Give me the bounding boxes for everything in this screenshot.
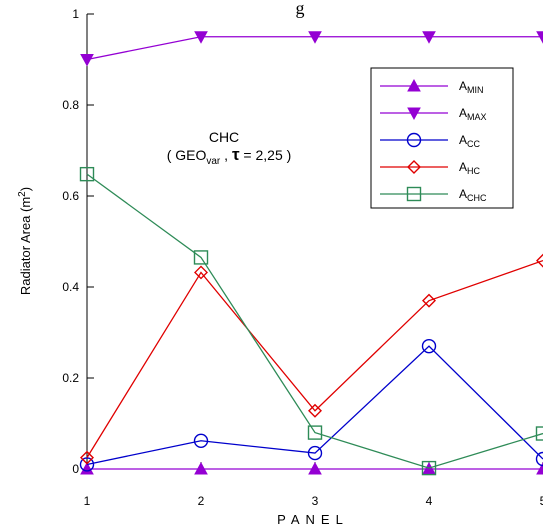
series-a-max — [81, 32, 543, 66]
chart-title: g — [296, 0, 305, 18]
x-axis-label: PANEL — [277, 512, 349, 527]
annotation-method: CHC — [209, 129, 239, 145]
y-tick-label: 0.6 — [62, 189, 79, 203]
series-a-chc — [81, 168, 543, 475]
y-tick-label: 1 — [72, 7, 79, 21]
x-tick-label: 3 — [312, 494, 319, 508]
series-a-min — [81, 463, 543, 474]
legend-box — [371, 68, 513, 208]
series-a-cc — [81, 340, 543, 471]
annotation-parameters: ( GEOvar , τ = 2,25 ) — [167, 145, 292, 167]
data-point-a-max — [81, 55, 93, 66]
y-tick-label: 0.2 — [62, 371, 79, 385]
data-point-a-cc — [537, 452, 543, 465]
x-tick-label: 1 — [84, 494, 91, 508]
x-tick-label: 4 — [426, 494, 433, 508]
series-line-a-hc — [87, 261, 543, 458]
y-tick-label: 0.4 — [62, 280, 79, 294]
x-tick-label: 5 — [540, 494, 543, 508]
series-a-hc — [81, 255, 543, 464]
series-line-a-chc — [87, 174, 543, 468]
y-tick-label: 0.8 — [62, 98, 79, 112]
y-axis-label: Radiator Area (m2) — [17, 187, 33, 295]
x-tick-label: 2 — [198, 494, 205, 508]
y-tick-label: 0 — [72, 462, 79, 476]
